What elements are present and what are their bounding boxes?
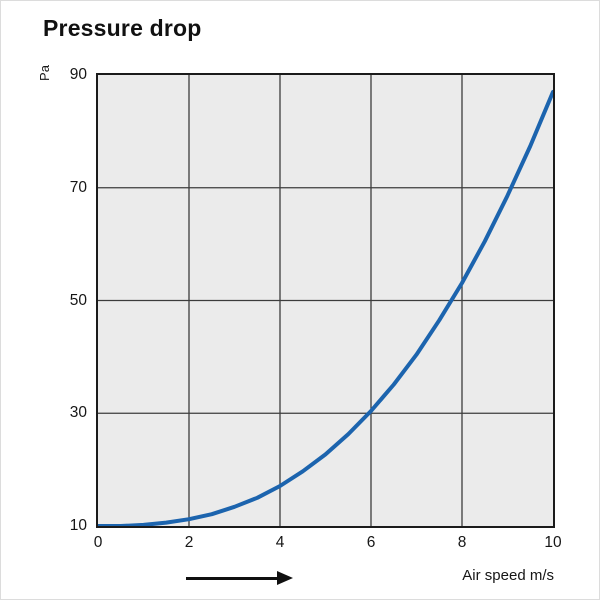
chart-title: Pressure drop — [43, 15, 202, 41]
x-tick-label: 10 — [544, 534, 562, 551]
y-tick-label: 10 — [69, 517, 87, 534]
x-tick-label: 2 — [184, 534, 194, 551]
y-tick-label: 90 — [69, 66, 87, 83]
y-tick-label: 30 — [69, 404, 87, 422]
x-tick-label: 0 — [93, 534, 103, 551]
plot-area — [96, 73, 555, 528]
pressure-curve — [98, 89, 553, 526]
y-tick-label: 70 — [69, 178, 87, 196]
x-axis-label: Air speed m/s — [462, 567, 554, 584]
x-tick-label: 6 — [366, 534, 376, 551]
direction-arrow-shaft — [186, 577, 278, 580]
x-tick-label: 8 — [457, 534, 467, 551]
x-tick-label: 4 — [275, 534, 285, 551]
direction-arrow-head-icon — [277, 571, 293, 585]
plot-svg — [98, 75, 553, 526]
y-tick-label: 50 — [69, 291, 87, 309]
